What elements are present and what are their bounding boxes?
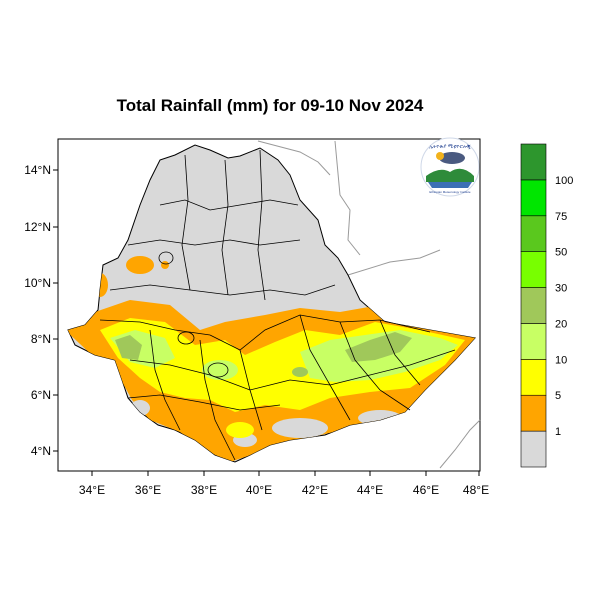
x-tick-label: 42°E bbox=[302, 483, 328, 497]
legend-swatch bbox=[520, 287, 547, 324]
legend-label: 20 bbox=[555, 318, 567, 330]
color-legend: 1 5 10 20 30 50 75 100 bbox=[520, 143, 573, 468]
institute-logo: ኢትዮጵያ ሚቲዮሮሎጂ Ethiopian Meteorology Insti… bbox=[420, 137, 480, 197]
legend-swatch bbox=[520, 215, 547, 252]
y-axis-ticks bbox=[53, 169, 58, 452]
legend-swatch bbox=[520, 430, 547, 468]
legend-swatch bbox=[520, 323, 547, 360]
x-tick-label: 44°E bbox=[357, 483, 383, 497]
legend-label: 75 bbox=[555, 211, 567, 223]
legend-label: 50 bbox=[555, 247, 567, 259]
x-axis-ticks bbox=[91, 471, 480, 476]
x-tick-label: 38°E bbox=[191, 483, 217, 497]
x-tick-label: 36°E bbox=[135, 483, 161, 497]
legend-swatch bbox=[520, 251, 547, 288]
svg-text:Ethiopian Meteorology Institut: Ethiopian Meteorology Institute bbox=[429, 190, 471, 194]
legend-swatch bbox=[520, 394, 547, 432]
legend-swatch bbox=[520, 359, 547, 396]
admin-boundaries bbox=[99, 149, 456, 461]
y-tick-label: 4°N bbox=[31, 444, 51, 458]
x-tick-label: 40°E bbox=[246, 483, 272, 497]
rain-20-30mm bbox=[115, 332, 412, 377]
y-tick-label: 10°N bbox=[24, 276, 51, 290]
legend-label: 100 bbox=[555, 175, 573, 187]
y-tick-label: 8°N bbox=[31, 332, 51, 346]
legend-label: 1 bbox=[555, 426, 561, 438]
legend-swatch bbox=[520, 179, 547, 217]
legend-swatch bbox=[520, 143, 547, 181]
y-tick-label: 6°N bbox=[31, 388, 51, 402]
legend-label: 5 bbox=[555, 390, 561, 402]
x-tick-label: 46°E bbox=[413, 483, 439, 497]
y-tick-label: 14°N bbox=[24, 163, 51, 177]
neighbor-borders bbox=[257, 140, 481, 469]
x-tick-label: 34°E bbox=[79, 483, 105, 497]
y-tick-label: 12°N bbox=[24, 220, 51, 234]
x-tick-label: 48°E bbox=[463, 483, 489, 497]
legend-label: 10 bbox=[555, 354, 567, 366]
svg-text:ኢትዮጵያ ሚቲዮሮሎጂ: ኢትዮጵያ ሚቲዮሮሎጂ bbox=[429, 144, 471, 150]
map-title: Total Rainfall (mm) for 09-10 Nov 2024 bbox=[116, 96, 424, 115]
legend-label: 30 bbox=[555, 283, 567, 295]
